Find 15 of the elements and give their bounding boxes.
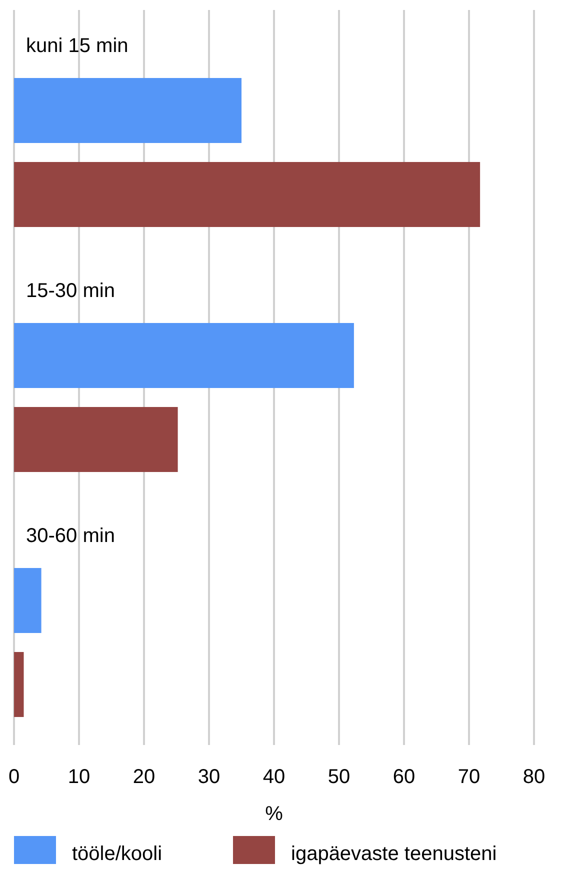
x-tick-label: 0 — [8, 766, 20, 788]
x-tick-label: 50 — [328, 766, 350, 788]
legend-label: tööle/kooli — [72, 843, 162, 865]
x-tick-label: 60 — [392, 766, 416, 788]
y-tick-label: 15-30 min — [26, 280, 115, 302]
x-tick-label: 20 — [132, 766, 156, 788]
y-tick-label: 30-60 min — [26, 525, 115, 547]
legend-label: igapäevaste teenusteni — [291, 843, 497, 865]
y-tick-label: kuni 15 min — [26, 35, 128, 57]
x-axis-title: % — [265, 803, 284, 825]
x-tick-label: 10 — [68, 766, 90, 788]
x-tick-label: 40 — [262, 766, 286, 788]
x-tick-label: 30 — [198, 766, 220, 788]
x-tick-label: 80 — [522, 766, 546, 788]
x-tick-label: 70 — [458, 766, 480, 788]
